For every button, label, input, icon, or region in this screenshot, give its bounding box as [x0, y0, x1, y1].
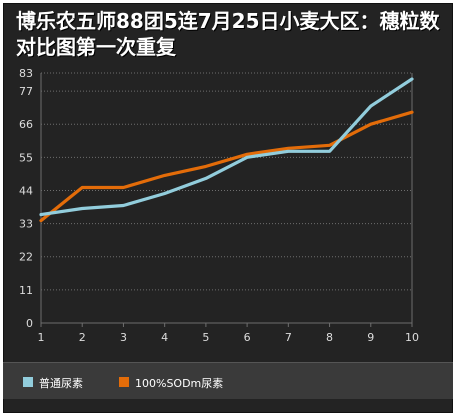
- legend-label-series-1: 普通尿素: [39, 377, 83, 390]
- series-line-2: [39, 110, 414, 223]
- y-tick-label: 66: [19, 118, 33, 131]
- legend: 普通尿素 100%SODm尿素: [3, 362, 453, 399]
- x-tick-label: 8: [326, 331, 333, 344]
- y-tick-label: 77: [19, 85, 33, 98]
- x-tick-label: 1: [38, 331, 45, 344]
- x-tick-label: 5: [202, 331, 209, 344]
- y-tick-label: 22: [19, 251, 33, 264]
- x-tick-label: 7: [285, 331, 292, 344]
- x-tick-label: 9: [367, 331, 374, 344]
- x-tick-label: 10: [405, 331, 419, 344]
- legend-label-series-2: 100%SODm尿素: [135, 377, 224, 390]
- x-tick-label: 6: [244, 331, 251, 344]
- y-tick-label: 33: [19, 218, 33, 231]
- y-tick-label: 11: [19, 284, 33, 297]
- x-tick-label: 4: [161, 331, 168, 344]
- series-line-1: [39, 77, 414, 217]
- x-tick-label: 2: [79, 331, 86, 344]
- y-tick-label: 83: [19, 67, 33, 80]
- axis-layer: 0 11 22 33 44 55 66 77 83 1 2 3 4 5 6 7 8 9 10: [19, 67, 419, 344]
- y-tick-label: 0: [26, 317, 33, 330]
- legend-swatch-series-2: [119, 377, 129, 387]
- y-tick-label: 44: [19, 184, 33, 197]
- grid-layer: [41, 72, 412, 291]
- chart-title: 博乐农五师88团5连7月25日小麦大区：穗粒数对比图第一次重复: [16, 9, 440, 59]
- y-tick-label: 55: [19, 151, 33, 164]
- x-tick-label: 3: [120, 331, 127, 344]
- series-layer: [39, 77, 414, 223]
- legend-swatch-series-1: [23, 377, 33, 387]
